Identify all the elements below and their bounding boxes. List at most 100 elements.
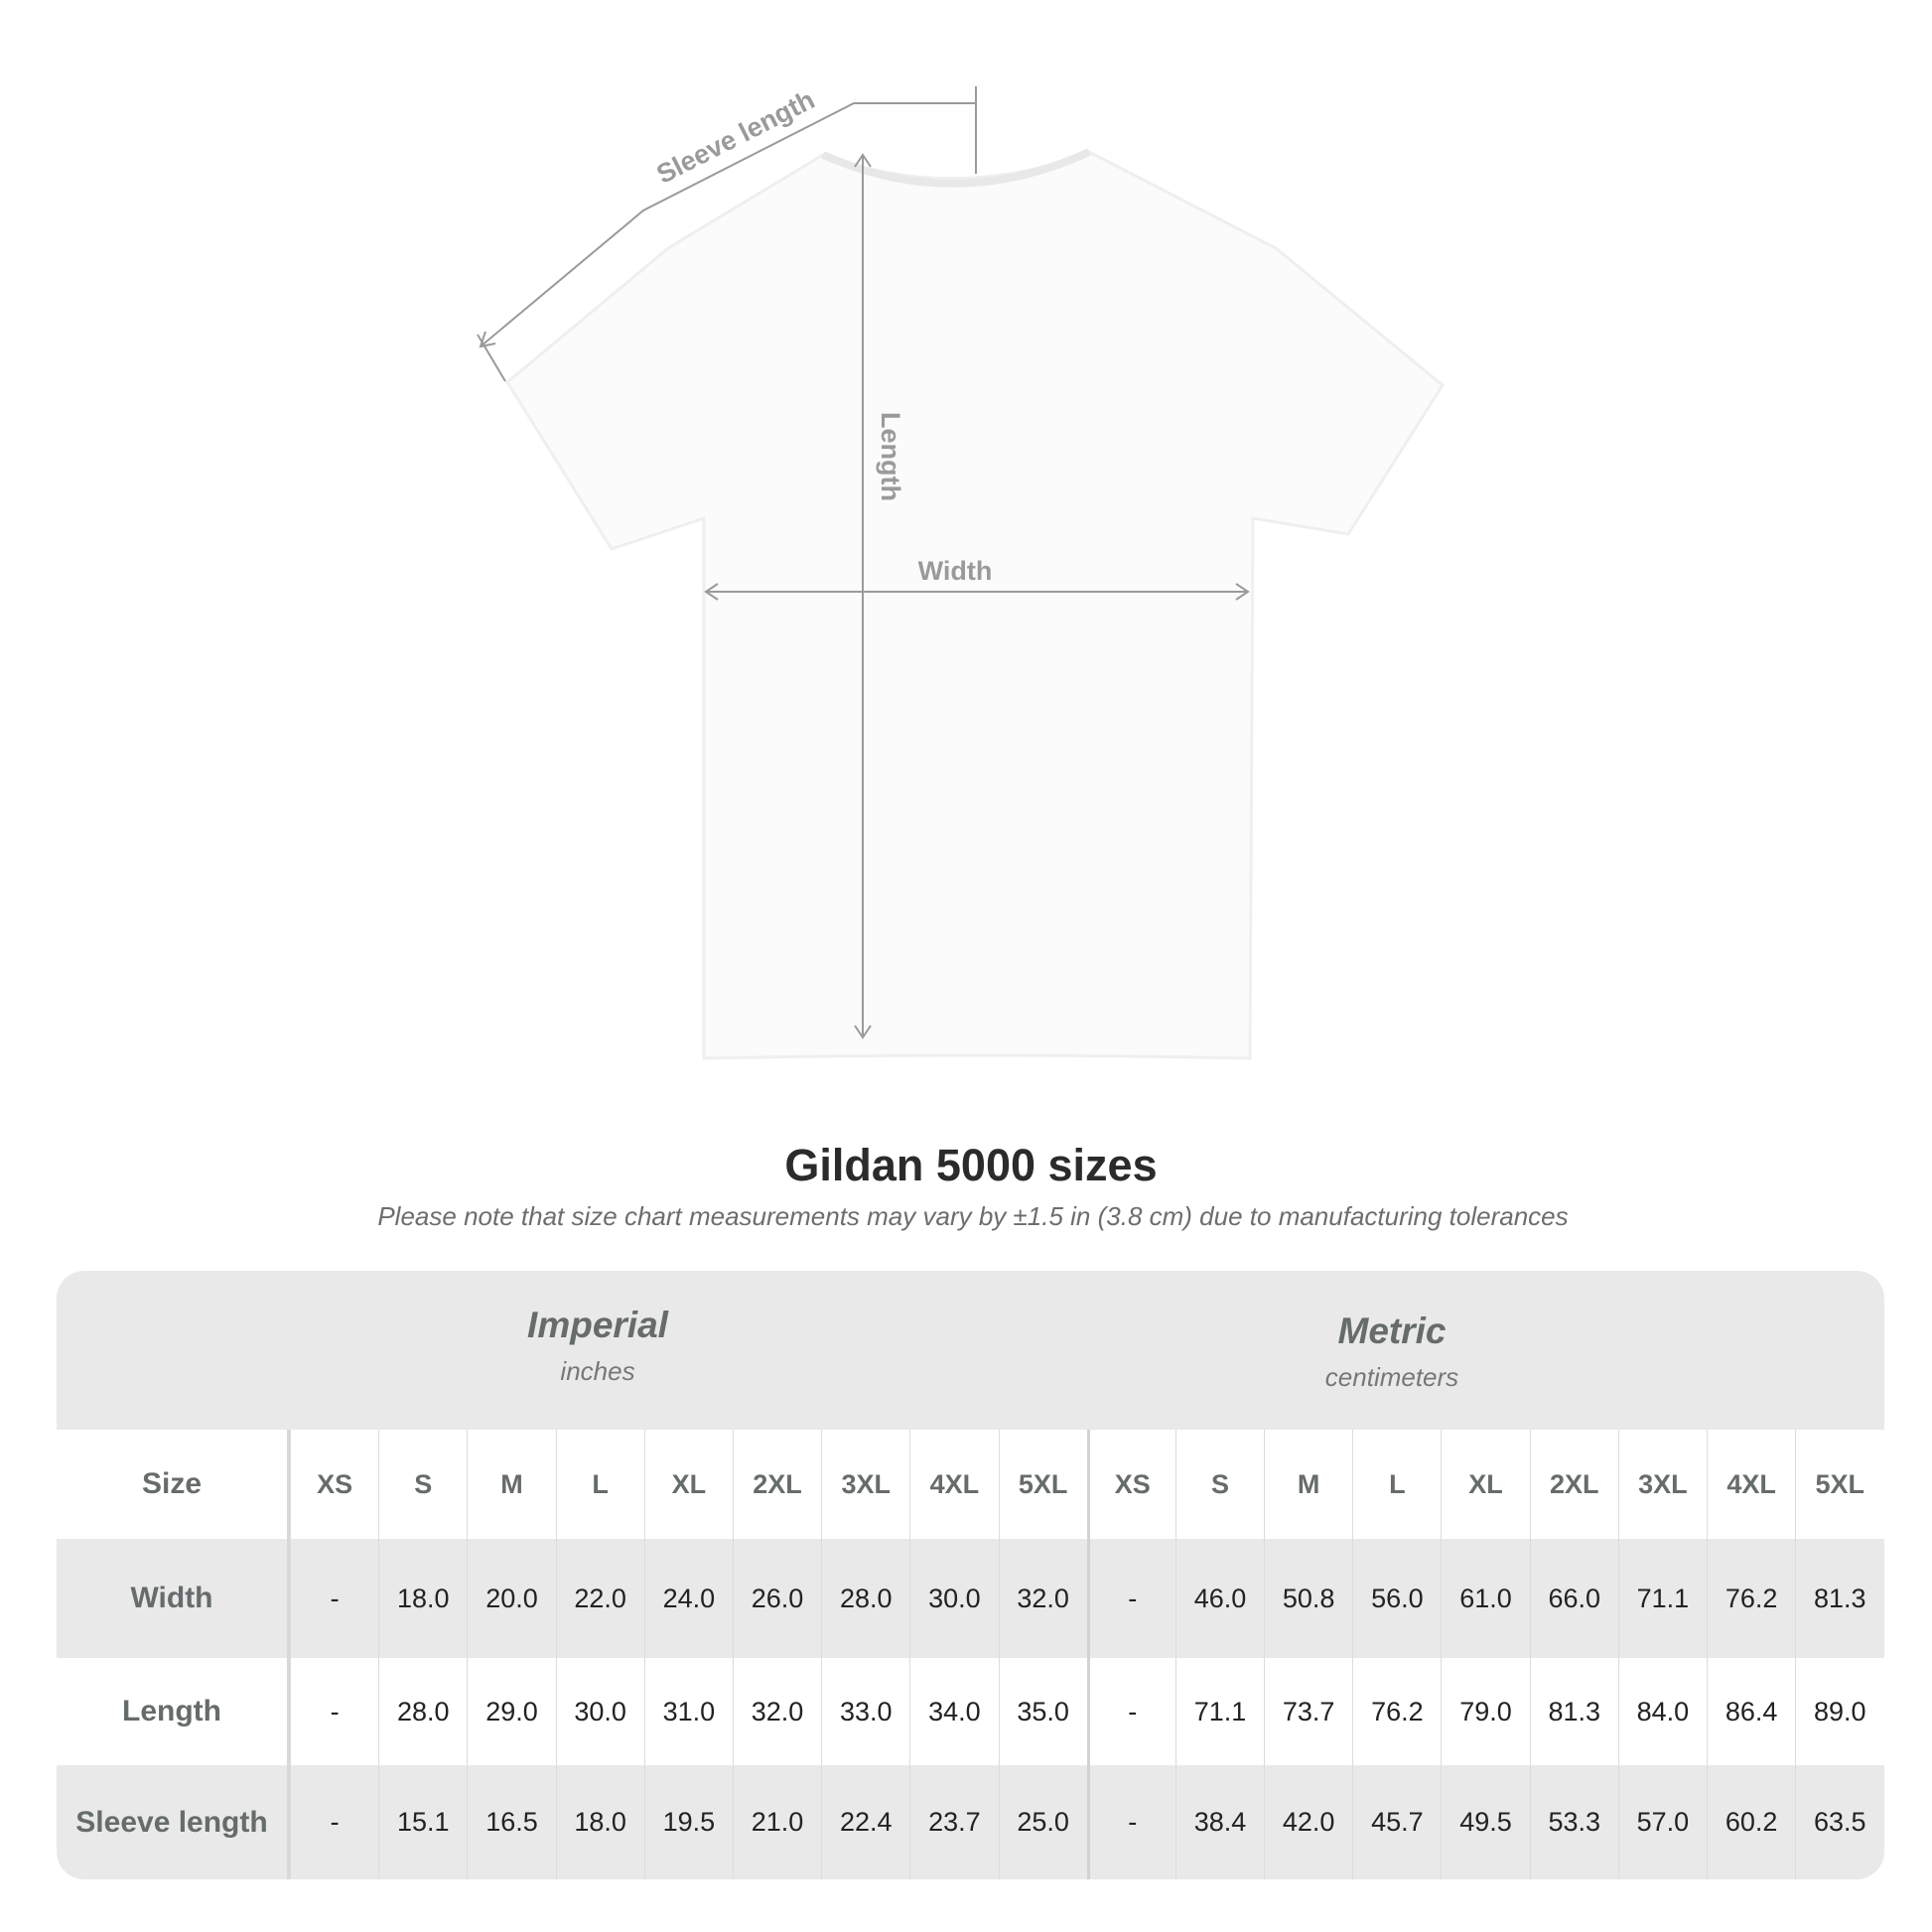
width-label: Width xyxy=(918,556,993,586)
sleeve-arrow xyxy=(479,331,496,348)
imperial-size-header: M xyxy=(467,1430,555,1539)
imperial-value-cell: - xyxy=(290,1658,378,1765)
metric-value-cell: 60.2 xyxy=(1707,1765,1795,1879)
imperial-value-cell: 31.0 xyxy=(643,1658,733,1765)
imperial-value-cell: 29.0 xyxy=(467,1658,555,1765)
metric-value-cell: 71.1 xyxy=(1174,1658,1264,1765)
tshirt-shape xyxy=(505,150,1445,1060)
imperial-size-header: XL xyxy=(643,1430,733,1539)
metric-size-header: 3XL xyxy=(1617,1430,1707,1539)
imperial-size-header: 2XL xyxy=(732,1430,821,1539)
metric-header: Metric centimeters xyxy=(1144,1311,1640,1393)
metric-value-cell: 61.0 xyxy=(1441,1539,1529,1658)
metric-value-cell: 76.2 xyxy=(1352,1658,1441,1765)
metric-value-cell: - xyxy=(1086,1539,1175,1658)
metric-value-cell: 56.0 xyxy=(1352,1539,1441,1658)
metric-value-cell: 73.7 xyxy=(1264,1658,1352,1765)
imperial-value-cell: 28.0 xyxy=(821,1539,909,1658)
imperial-value-cell: 35.0 xyxy=(998,1658,1087,1765)
metric-value-cell: 50.8 xyxy=(1264,1539,1352,1658)
metric-size-header: XS xyxy=(1086,1430,1175,1539)
imperial-value-cell: 24.0 xyxy=(643,1539,733,1658)
metric-value-cell: 76.2 xyxy=(1707,1539,1795,1658)
imperial-value-cell: 21.0 xyxy=(732,1765,821,1879)
metric-value-cell: 42.0 xyxy=(1264,1765,1352,1879)
imperial-unit: inches xyxy=(560,1356,635,1386)
length-arrow-top xyxy=(854,153,872,168)
metric-value-cell: 45.7 xyxy=(1352,1765,1441,1879)
metric-size-header: 5XL xyxy=(1795,1430,1883,1539)
imperial-value-cell: 23.7 xyxy=(909,1765,998,1879)
imperial-value-cell: 28.0 xyxy=(378,1658,467,1765)
metric-size-header: 2XL xyxy=(1529,1430,1618,1539)
metric-value-cell: 63.5 xyxy=(1795,1765,1883,1879)
collar xyxy=(821,148,1091,188)
tshirt-diagram: Length Width Sleeve length xyxy=(477,84,1445,1060)
unit-header-band: Imperial inches Metric centimeters xyxy=(57,1271,1884,1430)
metric-value-cell: 84.0 xyxy=(1617,1658,1707,1765)
imperial-value-cell: 32.0 xyxy=(998,1539,1087,1658)
imperial-value-cell: 18.0 xyxy=(378,1539,467,1658)
imperial-size-header: 3XL xyxy=(821,1430,909,1539)
imperial-value-cell: 30.0 xyxy=(909,1539,998,1658)
imperial-value-cell: 22.4 xyxy=(821,1765,909,1879)
metric-value-cell: 49.5 xyxy=(1441,1765,1529,1879)
length-label: Length xyxy=(876,412,905,501)
sleeve-guide-line xyxy=(480,102,976,347)
metric-value-cell: 86.4 xyxy=(1707,1658,1795,1765)
imperial-value-cell: 16.5 xyxy=(467,1765,555,1879)
metric-size-header: XL xyxy=(1441,1430,1529,1539)
imperial-value-cell: 30.0 xyxy=(555,1658,644,1765)
size-header-row: Size XS S M L XL 2XL 3XL 4XL 5XL XS S M L XL 2XL 3XL 4XL 5… xyxy=(57,1430,1884,1539)
metric-size-header: L xyxy=(1352,1430,1441,1539)
imperial-value-cell: 25.0 xyxy=(998,1765,1087,1879)
table-row: Sleeve length -15.1 16.5 18.0 19.5 21.0 22.4 23… xyxy=(57,1765,1884,1879)
imperial-size-header: S xyxy=(378,1430,467,1539)
metric-value-cell: 81.3 xyxy=(1529,1658,1618,1765)
imperial-size-header: 5XL xyxy=(998,1430,1087,1539)
metric-value-cell: 66.0 xyxy=(1529,1539,1618,1658)
width-arrow-right xyxy=(1235,583,1250,601)
imperial-size-header: XS xyxy=(290,1430,378,1539)
imperial-value-cell: 26.0 xyxy=(732,1539,821,1658)
imperial-value-cell: 32.0 xyxy=(732,1658,821,1765)
metric-value-cell: 53.3 xyxy=(1529,1765,1618,1879)
metric-value-cell: 57.0 xyxy=(1617,1765,1707,1879)
row-label: Sleeve length xyxy=(57,1765,290,1879)
metric-size-header: S xyxy=(1174,1430,1264,1539)
size-label: Size xyxy=(57,1430,290,1539)
imperial-value-cell: 22.0 xyxy=(555,1539,644,1658)
imperial-value-cell: 18.0 xyxy=(555,1765,644,1879)
imperial-size-header: L xyxy=(555,1430,644,1539)
page-title: Gildan 5000 sizes xyxy=(784,1140,1158,1190)
metric-value-cell: 81.3 xyxy=(1795,1539,1883,1658)
metric-value-cell: - xyxy=(1086,1658,1175,1765)
table-row: Length -28.0 29.0 30.0 31.0 32.0 33.0 34.0 35.0-… xyxy=(57,1658,1884,1765)
length-arrow-bottom xyxy=(854,1025,872,1039)
row-label: Width xyxy=(57,1539,290,1658)
imperial-value-cell: 34.0 xyxy=(909,1658,998,1765)
metric-size-header: M xyxy=(1264,1430,1352,1539)
metric-value-cell: 89.0 xyxy=(1795,1658,1883,1765)
imperial-value-cell: 19.5 xyxy=(643,1765,733,1879)
metric-value-cell: 71.1 xyxy=(1617,1539,1707,1658)
metric-size-header: 4XL xyxy=(1707,1430,1795,1539)
imperial-title: Imperial xyxy=(527,1305,668,1345)
metric-unit: centimeters xyxy=(1324,1362,1459,1392)
table-row: Width -18.0 20.0 22.0 24.0 26.0 28.0 30.0 32.0-4… xyxy=(57,1539,1884,1658)
imperial-value-cell: 33.0 xyxy=(821,1658,909,1765)
imperial-value-cell: 20.0 xyxy=(467,1539,555,1658)
metric-title: Metric xyxy=(1337,1311,1447,1351)
row-label: Length xyxy=(57,1658,290,1765)
metric-value-cell: 79.0 xyxy=(1441,1658,1529,1765)
metric-value-cell: 46.0 xyxy=(1174,1539,1264,1658)
imperial-header: Imperial inches xyxy=(349,1305,846,1387)
metric-value-cell: - xyxy=(1086,1765,1175,1879)
imperial-value-cell: - xyxy=(290,1765,378,1879)
imperial-value-cell: 15.1 xyxy=(378,1765,467,1879)
imperial-size-header: 4XL xyxy=(909,1430,998,1539)
size-table: Imperial inches Metric centimeters Size X… xyxy=(57,1271,1884,1879)
tolerance-note: Please note that size chart measurements… xyxy=(377,1201,1569,1231)
imperial-value-cell: - xyxy=(290,1539,378,1658)
width-arrow-left xyxy=(704,583,719,601)
